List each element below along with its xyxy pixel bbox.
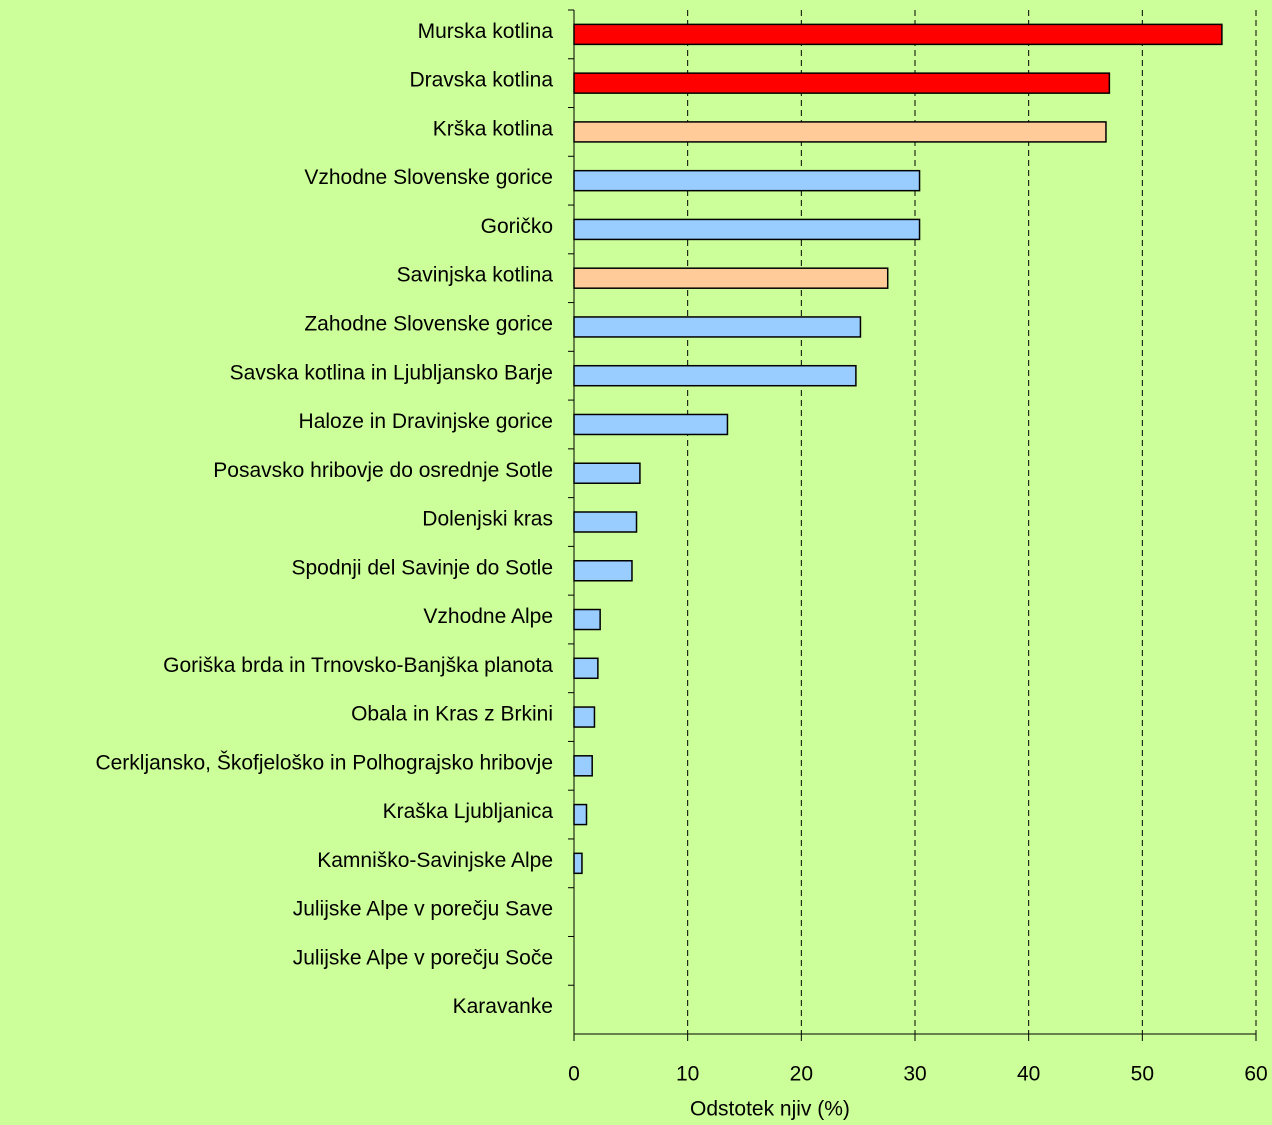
bar bbox=[573, 852, 583, 875]
bar bbox=[573, 316, 862, 338]
y-tick-label: Vzhodne Slovenske gorice bbox=[304, 166, 553, 189]
y-tick-label: Dolenjski kras bbox=[422, 508, 553, 531]
x-tick-label: 60 bbox=[1244, 1063, 1267, 1086]
y-tick-label: Goričko bbox=[481, 215, 553, 238]
x-axis-title: Odstotek njiv (%) bbox=[690, 1098, 850, 1121]
bar bbox=[573, 560, 633, 582]
bar bbox=[573, 218, 921, 241]
y-tick-label: Vzhodne Alpe bbox=[423, 605, 553, 628]
y-tick-label: Dravska kotlina bbox=[409, 69, 553, 92]
y-tick-label: Goriška brda in Trnovsko-Banjška planota bbox=[163, 654, 553, 677]
bar bbox=[573, 169, 921, 192]
y-tick-label: Krška kotlina bbox=[433, 117, 554, 140]
bar bbox=[573, 803, 588, 826]
bar bbox=[573, 706, 596, 728]
y-tick-label: Cerkljansko, Škofjeloško in Polhograjsko… bbox=[95, 751, 553, 774]
x-tick-label: 0 bbox=[568, 1063, 580, 1086]
y-tick-label: Karavanke bbox=[453, 995, 553, 1018]
x-tick-label: 10 bbox=[676, 1063, 699, 1086]
y-tick-label: Kamniško-Savinjske Alpe bbox=[317, 849, 553, 872]
y-tick-label: Kraška Ljubljanica bbox=[383, 800, 554, 823]
x-tick-label: 20 bbox=[790, 1063, 813, 1086]
bar bbox=[573, 121, 1107, 143]
bar bbox=[573, 267, 889, 289]
bar bbox=[573, 462, 641, 484]
x-tick-label: 50 bbox=[1131, 1063, 1154, 1086]
y-tick-label: Savska kotlina in Ljubljansko Barje bbox=[230, 361, 553, 384]
y-tick-label: Zahodne Slovenske gorice bbox=[304, 312, 553, 335]
x-tick-label: 30 bbox=[903, 1063, 926, 1086]
y-tick-label: Obala in Kras z Brkini bbox=[351, 703, 553, 726]
bar bbox=[573, 511, 638, 533]
bar bbox=[573, 413, 729, 436]
bar bbox=[573, 755, 593, 777]
y-tick-label: Julijske Alpe v porečju Save bbox=[293, 898, 553, 921]
bar bbox=[573, 23, 1223, 46]
y-tick-label: Haloze in Dravinjske gorice bbox=[299, 410, 553, 433]
x-tick-label: 40 bbox=[1017, 1063, 1040, 1086]
y-tick-label: Murska kotlina bbox=[418, 20, 554, 43]
y-tick-label: Posavsko hribovje do osrednje Sotle bbox=[213, 459, 553, 482]
y-tick-label: Savinjska kotlina bbox=[397, 264, 554, 287]
bar bbox=[573, 608, 601, 631]
bar bbox=[573, 657, 599, 680]
y-tick-label: Julijske Alpe v porečju Soče bbox=[293, 946, 553, 969]
bar bbox=[573, 72, 1111, 94]
y-tick-label: Spodnji del Savinje do Sotle bbox=[291, 556, 553, 579]
bar bbox=[573, 364, 857, 387]
